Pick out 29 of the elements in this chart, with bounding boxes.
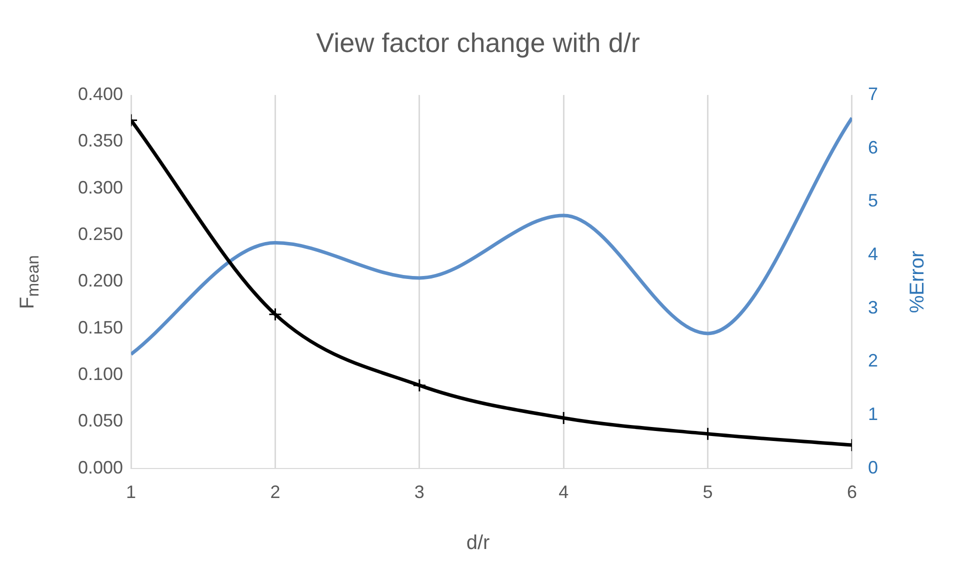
y-tick-label: 0.400 [78, 84, 124, 104]
y-tick-label: 0.200 [78, 270, 124, 291]
y2-tick-label: 1 [868, 404, 878, 424]
x-axis-title: d/r [465, 532, 491, 555]
y-tick-label: 0.000 [78, 457, 124, 478]
x-tick-label: 6 [846, 482, 857, 502]
x-tick-label: 2 [270, 482, 280, 502]
chart-title: View factor change with d/r [315, 28, 641, 59]
y-tick-label: 0.150 [78, 317, 124, 338]
y2-axis-title: %Error [906, 250, 930, 314]
x-tick-label: 3 [414, 482, 424, 502]
x-tick-label: 5 [702, 482, 713, 502]
x-tick-label: 1 [126, 482, 136, 502]
y2-tick-label: 2 [868, 350, 878, 371]
y-tick-label: 0.300 [78, 177, 124, 198]
y2-tick-label: 7 [868, 84, 878, 104]
y-tick-label: 0.050 [78, 410, 124, 431]
y2-tick-label: 3 [868, 297, 878, 318]
y2-tick-label: 0 [868, 457, 878, 478]
y-tick-label: 0.100 [78, 364, 124, 384]
y2-tick-label: 6 [868, 137, 878, 158]
y2-tick-label: 4 [868, 244, 878, 264]
x-tick-label: 4 [558, 482, 569, 502]
point [412, 378, 426, 392]
point [556, 411, 570, 425]
line-series [131, 116, 852, 356]
y-tick-label: 0.250 [78, 224, 124, 244]
y2-tick-label: 5 [868, 190, 878, 211]
y-tick-label: 0.350 [78, 130, 124, 151]
